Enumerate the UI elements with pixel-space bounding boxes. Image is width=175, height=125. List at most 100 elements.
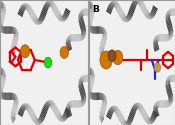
Polygon shape [140,2,144,8]
Polygon shape [127,119,131,124]
Polygon shape [128,10,133,15]
Polygon shape [81,34,84,39]
Polygon shape [102,36,107,39]
Polygon shape [153,44,158,47]
Polygon shape [90,69,92,75]
Polygon shape [11,113,16,116]
Polygon shape [151,9,156,14]
Polygon shape [153,107,158,109]
Polygon shape [112,106,114,112]
Polygon shape [100,112,105,115]
Polygon shape [166,82,170,83]
Polygon shape [117,112,122,118]
Polygon shape [3,93,4,100]
Polygon shape [38,18,42,24]
Polygon shape [14,96,17,100]
Polygon shape [11,51,15,54]
Polygon shape [78,84,83,86]
Polygon shape [12,118,15,122]
Polygon shape [131,5,135,10]
Polygon shape [87,21,92,24]
Polygon shape [64,111,69,116]
Circle shape [44,57,52,68]
Polygon shape [1,11,6,14]
Polygon shape [166,14,170,16]
Polygon shape [170,75,171,82]
Polygon shape [18,11,23,16]
Polygon shape [14,34,19,35]
Polygon shape [50,100,52,106]
Polygon shape [142,7,147,13]
Polygon shape [102,95,105,100]
Polygon shape [85,8,86,16]
Polygon shape [64,112,69,117]
Polygon shape [103,96,106,100]
Polygon shape [102,28,105,34]
Polygon shape [90,75,95,76]
Polygon shape [42,9,47,14]
Polygon shape [36,119,38,125]
Polygon shape [101,27,102,34]
Polygon shape [153,110,158,113]
Polygon shape [37,19,38,25]
Polygon shape [145,116,149,121]
Polygon shape [109,108,113,114]
Polygon shape [106,10,111,15]
Polygon shape [99,114,104,117]
Polygon shape [62,15,66,21]
Polygon shape [0,15,5,19]
Polygon shape [47,1,50,6]
Polygon shape [101,52,104,56]
Polygon shape [50,0,52,6]
Polygon shape [70,35,72,42]
Polygon shape [32,16,37,22]
Polygon shape [66,40,70,42]
Polygon shape [43,106,48,111]
Polygon shape [137,0,138,3]
Polygon shape [107,113,112,118]
Polygon shape [93,26,94,34]
Polygon shape [45,2,49,8]
Polygon shape [156,35,158,42]
Polygon shape [27,6,31,12]
Polygon shape [166,18,170,21]
Polygon shape [118,115,123,120]
Polygon shape [1,92,4,99]
Polygon shape [11,110,16,114]
Polygon shape [63,15,66,20]
Polygon shape [92,93,93,100]
Polygon shape [81,100,84,106]
Polygon shape [50,2,54,8]
Polygon shape [80,24,85,27]
Polygon shape [33,117,37,122]
Polygon shape [29,110,34,115]
Polygon shape [1,12,6,15]
Polygon shape [154,37,158,42]
Polygon shape [87,25,92,26]
Polygon shape [158,34,159,41]
Polygon shape [66,46,71,49]
Polygon shape [1,70,4,75]
Polygon shape [66,44,71,47]
Polygon shape [80,12,83,16]
Circle shape [60,46,68,58]
Polygon shape [131,110,135,115]
Polygon shape [166,20,171,24]
Polygon shape [94,26,95,34]
Polygon shape [86,75,87,82]
Polygon shape [1,26,4,33]
Polygon shape [151,116,155,121]
Polygon shape [137,103,138,108]
Polygon shape [88,92,91,96]
Polygon shape [68,36,71,42]
Polygon shape [26,104,28,110]
Circle shape [108,50,116,61]
Polygon shape [90,76,95,78]
Polygon shape [90,2,92,8]
Polygon shape [100,51,104,54]
Polygon shape [69,101,71,108]
Polygon shape [145,117,149,122]
Polygon shape [155,103,158,108]
Polygon shape [169,100,172,104]
Polygon shape [96,26,97,34]
